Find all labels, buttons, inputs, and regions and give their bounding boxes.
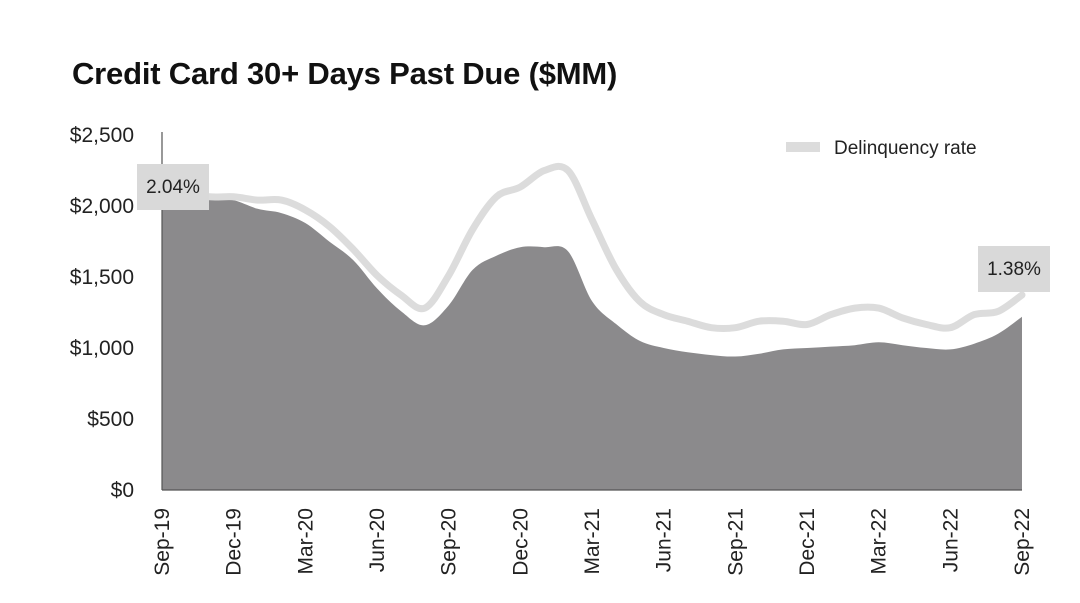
x-tick-label: Mar-20: [294, 508, 317, 575]
x-tick-label: Jun-21: [653, 508, 676, 572]
delinquency-rate-line: [158, 162, 1026, 333]
x-tick-label: Sep-21: [724, 508, 747, 576]
x-tick-label: Dec-21: [796, 508, 819, 576]
callout-layer: 2.04% 1.38%: [137, 164, 1050, 292]
x-tick-label: Jun-22: [939, 508, 962, 572]
x-tick-label: Sep-19: [151, 508, 174, 576]
y-tick-label: $2,500: [70, 124, 134, 147]
y-tick-label: $0: [111, 479, 134, 502]
x-tick-label: Sep-20: [438, 508, 461, 576]
y-tick-label: $1,000: [70, 337, 134, 360]
legend: Delinquency rate: [786, 138, 977, 159]
past-due-area: [162, 198, 1022, 490]
y-tick-label: $2,000: [70, 195, 134, 218]
x-tick-label: Dec-19: [223, 508, 246, 576]
callout-end-label: 1.38%: [987, 259, 1041, 280]
x-tick-label: Mar-21: [581, 508, 604, 575]
chart-title: Credit Card 30+ Days Past Due ($MM): [72, 56, 618, 91]
x-tick-label: Jun-20: [366, 508, 389, 572]
axis-layer: $0 $500 $1,000 $1,500 $2,000 $2,500 Sep-19 Dec-…: [70, 124, 1034, 576]
legend-swatch: [786, 142, 820, 152]
y-tick-label: $500: [87, 408, 134, 431]
callout-end-box: [978, 246, 1050, 292]
x-tick-label: Dec-20: [509, 508, 532, 576]
callout-start-label: 2.04%: [146, 177, 200, 198]
x-tick-label: Sep-22: [1011, 508, 1034, 576]
legend-label: Delinquency rate: [834, 138, 977, 159]
callout-start-box: [137, 164, 209, 210]
plot-area: [158, 162, 1026, 490]
x-tick-label: Mar-22: [868, 508, 891, 575]
y-tick-label: $1,500: [70, 266, 134, 289]
